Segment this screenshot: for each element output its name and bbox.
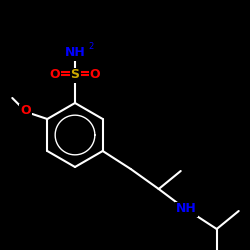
Text: S: S bbox=[70, 68, 80, 82]
Text: NH: NH bbox=[64, 46, 86, 60]
Text: 2: 2 bbox=[88, 42, 93, 51]
Text: O: O bbox=[90, 68, 100, 82]
Text: O: O bbox=[20, 104, 30, 118]
Text: O: O bbox=[50, 68, 60, 82]
Text: NH: NH bbox=[176, 202, 197, 215]
